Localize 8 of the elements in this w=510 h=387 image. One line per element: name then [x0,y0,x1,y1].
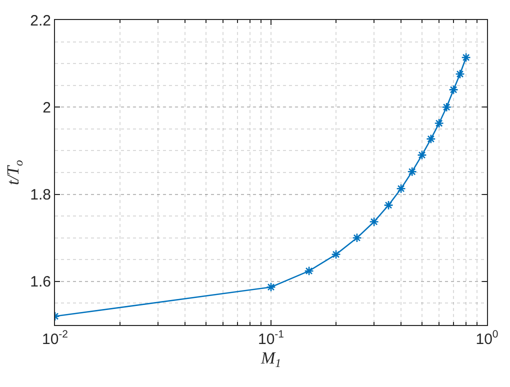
x-tick-label: 10$^{0}$ [476,328,498,348]
x-axis-title: M$_{1}$ [260,348,282,370]
x-tick-label: 10$^{-1}$ [258,328,284,348]
y-tick-label: 2 [42,99,51,116]
x-tick-label: 10$^{-2}$ [42,328,68,348]
y-tick-label: 2.2 [30,12,51,30]
y-tick-label: 1.6 [30,274,51,291]
y-tick-label: 1.8 [30,186,51,204]
